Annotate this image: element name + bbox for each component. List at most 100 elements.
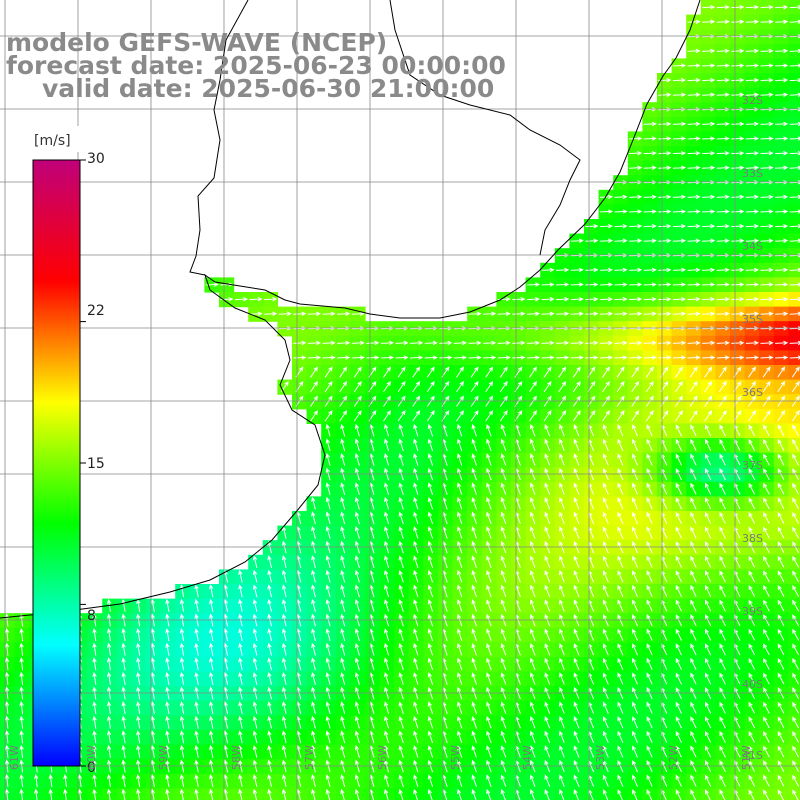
wind-arrow [643, 296, 657, 302]
wind-arrow [702, 311, 716, 316]
wind-arrow [136, 686, 141, 700]
wind-arrow [792, 628, 800, 641]
colorbar-unit: [m/s] [34, 133, 71, 149]
wind-arrow [775, 223, 789, 229]
wind-arrow [646, 613, 653, 627]
wind-arrow [658, 92, 672, 97]
wind-arrow [748, 760, 756, 773]
wind-arrow [716, 223, 730, 229]
wind-arrow [457, 730, 463, 744]
wind-arrow [716, 194, 730, 200]
wind-arrow [687, 77, 701, 83]
wind-arrow [777, 438, 785, 451]
wind-arrow [413, 569, 419, 583]
wind-arrow [690, 716, 697, 729]
lat-label-32s: 32S [742, 94, 763, 107]
wind-arrow [325, 423, 331, 437]
wind-arrow [745, 209, 760, 214]
wind-arrow [471, 423, 477, 437]
wind-arrow [354, 686, 360, 700]
wind-arrow [775, 296, 789, 302]
wind-arrow [777, 541, 785, 554]
wind-arrow [165, 628, 170, 642]
wind-arrow [413, 774, 419, 787]
wind-arrow [499, 395, 508, 407]
wind-arrow [748, 497, 756, 510]
wind-arrow [602, 511, 609, 524]
wind-arrow [716, 311, 730, 316]
wind-arrow [705, 497, 712, 510]
wind-arrow [559, 584, 565, 598]
wind-arrow [194, 744, 199, 758]
wind-arrow [339, 366, 348, 378]
wind-arrow [646, 424, 653, 437]
wind-arrow [453, 355, 468, 360]
wind-cell [584, 788, 600, 800]
wind-arrow [748, 745, 756, 758]
wind-arrow [165, 642, 170, 656]
wind-arrow [413, 642, 419, 656]
wind-arrow [267, 759, 272, 773]
wind-arrow [558, 366, 567, 378]
wind-arrow [672, 63, 687, 68]
wind-arrow [486, 657, 492, 671]
wind-arrow [486, 628, 492, 641]
wind-cell [248, 788, 264, 800]
wind-arrow [340, 774, 346, 788]
wind-arrow [384, 540, 390, 554]
wind-arrow [412, 410, 421, 422]
wind-arrow [687, 136, 701, 141]
wind-arrow [748, 526, 756, 539]
wind-arrow [397, 395, 406, 407]
wind-arrow [325, 584, 331, 598]
wind-arrow [602, 730, 609, 743]
wind-arrow [325, 642, 331, 656]
wind-arrow [238, 715, 243, 729]
wind-arrow [658, 282, 672, 287]
wind-arrow [690, 438, 697, 451]
wind-arrow [602, 789, 609, 800]
forecast-date: forecast date: 2025-06-23 00:00:00 [6, 51, 506, 80]
wind-arrow [617, 511, 624, 524]
wind-arrow [559, 497, 565, 510]
wind-arrow [760, 282, 774, 287]
wind-arrow [559, 540, 565, 554]
wind-arrow [632, 643, 638, 656]
wind-arrow [427, 657, 434, 671]
wind-arrow [719, 541, 726, 554]
wind-arrow [643, 355, 657, 360]
wind-cell [627, 788, 643, 800]
wind-arrow [672, 267, 687, 273]
wind-arrow [544, 672, 551, 685]
wind-arrow [471, 628, 477, 641]
wind-arrow [150, 744, 155, 758]
wind-arrow [252, 671, 258, 685]
wind-arrow [573, 613, 580, 627]
wind-arrow [19, 613, 24, 627]
wind-arrow [471, 569, 477, 583]
wind-arrow [354, 467, 360, 481]
wind-arrow [570, 282, 584, 287]
wind-arrow [617, 584, 624, 597]
wind-arrow [150, 686, 155, 700]
wind-arrow [646, 584, 653, 598]
wind-arrow [106, 759, 112, 773]
model-title: modelo GEFS-WAVE (NCEP) [6, 28, 388, 57]
wind-arrow [690, 614, 697, 627]
wind-arrow [731, 92, 745, 97]
wind-arrow [4, 773, 10, 788]
wind-cell [788, 788, 800, 800]
wind-arrow [194, 671, 199, 685]
wind-arrow [544, 438, 551, 452]
wind-arrow [92, 774, 97, 788]
wind-arrow [311, 715, 316, 729]
wind-arrow [763, 453, 770, 466]
wind-arrow [529, 410, 537, 422]
wind-arrow [760, 63, 774, 68]
wind-arrow [602, 497, 609, 510]
wind-arrow [573, 730, 580, 744]
wind-arrow [748, 643, 756, 656]
wind-arrow [687, 63, 701, 68]
wind-cell [788, 481, 800, 497]
wind-arrow [559, 774, 565, 787]
